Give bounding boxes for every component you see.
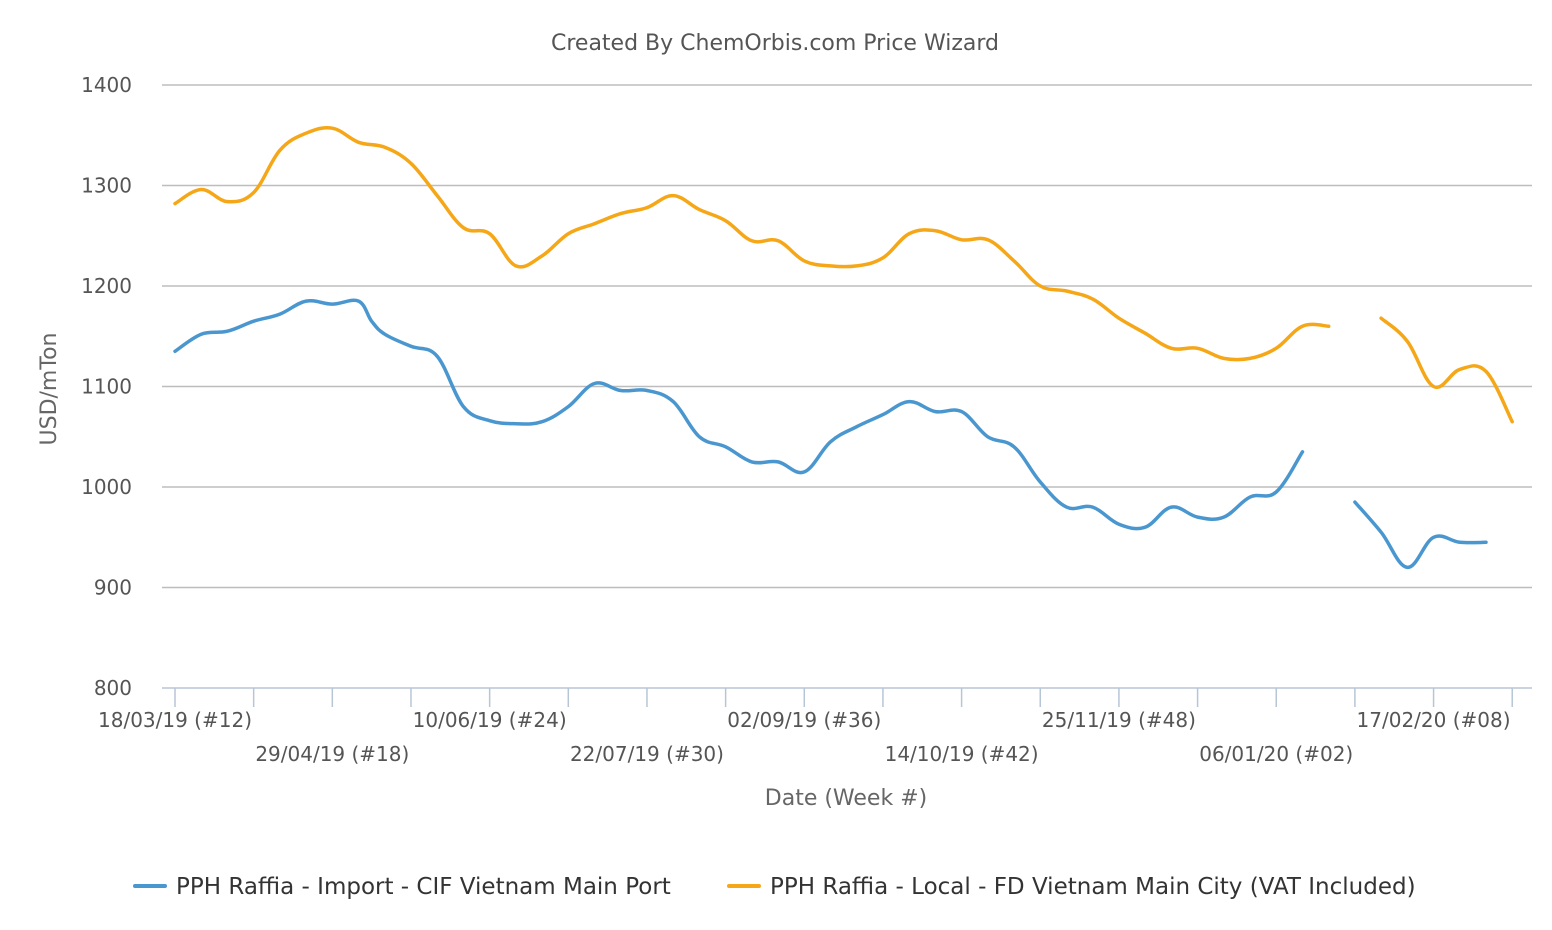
series-1-line-segment-1	[173, 298, 1305, 531]
y-tick-label-800: 800	[94, 676, 132, 700]
y-axis-title: USD/mTon	[37, 333, 62, 446]
x-tick-label: 10/06/19 (#24)	[413, 708, 567, 732]
y-tick-label-1100: 1100	[81, 375, 132, 399]
y-tick-label-1000: 1000	[81, 475, 132, 499]
legend[interactable]: PPH Raffia - Import - CIF Vietnam Main P…	[133, 874, 1416, 900]
x-tick-label: 22/07/19 (#30)	[570, 742, 724, 766]
y-tick-label-1200: 1200	[81, 274, 132, 298]
series-1-line-segment-2	[1353, 500, 1488, 570]
y-tick-label-1300: 1300	[81, 174, 132, 198]
series-2-line-segment-1	[173, 126, 1331, 362]
legend-item-1[interactable]: PPH Raffia - Import - CIF Vietnam Main P…	[133, 874, 671, 900]
series-lines	[173, 126, 1514, 570]
x-tick-label: 02/09/19 (#36)	[727, 708, 881, 732]
x-axis-tick-labels: 18/03/19 (#12)29/04/19 (#18)10/06/19 (#2…	[98, 708, 1511, 766]
x-axis-ticks	[174, 688, 1513, 707]
y-tick-label-1400: 1400	[81, 73, 132, 97]
y-axis-tick-labels: 800 900 1000 1100 1200 1300 1400	[81, 73, 132, 700]
x-tick-label: 14/10/19 (#42)	[885, 742, 1039, 766]
x-tick-label: 18/03/19 (#12)	[98, 708, 252, 732]
legend-item-2[interactable]: PPH Raffia - Local - FD Vietnam Main Cit…	[727, 874, 1416, 900]
x-tick-label: 17/02/20 (#08)	[1357, 708, 1511, 732]
legend-label-1: PPH Raffia - Import - CIF Vietnam Main P…	[176, 874, 671, 900]
x-tick-label: 06/01/20 (#02)	[1199, 742, 1353, 766]
x-tick-label: 29/04/19 (#18)	[255, 742, 409, 766]
legend-label-2: PPH Raffia - Local - FD Vietnam Main Cit…	[770, 874, 1416, 900]
x-tick-label: 25/11/19 (#48)	[1042, 708, 1196, 732]
x-axis-title: Date (Week #)	[765, 786, 927, 811]
chart-title: Created By ChemOrbis.com Price Wizard	[551, 31, 999, 56]
y-tick-label-900: 900	[94, 576, 132, 600]
series-2-line-segment-2	[1379, 316, 1514, 424]
gridlines	[162, 84, 1532, 589]
